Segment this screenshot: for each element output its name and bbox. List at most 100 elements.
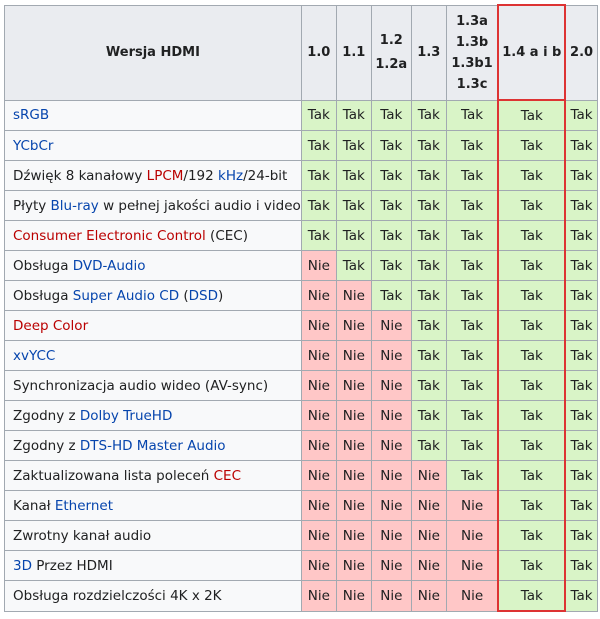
- value-cell-no: Nie: [370, 490, 412, 521]
- feature-link[interactable]: xvYCC: [13, 347, 56, 364]
- value-cell-yes: Tak: [564, 340, 598, 371]
- column-header-version: 1.2 1.2a: [370, 4, 412, 101]
- value-cell-yes: Tak: [497, 99, 567, 131]
- value-cell-yes: Tak: [445, 430, 499, 461]
- value-cell-yes: Tak: [335, 99, 372, 131]
- value-cell-yes: Tak: [564, 550, 598, 581]
- value-cell-yes: Tak: [300, 130, 337, 161]
- version-label: 2.0: [570, 44, 594, 60]
- feature-text: /192: [183, 167, 219, 184]
- value-cell-no: Nie: [300, 550, 337, 581]
- value-cell-yes: Tak: [445, 460, 499, 491]
- version-label: 1.3a: [456, 13, 488, 29]
- value-cell-yes: Tak: [497, 250, 567, 281]
- feature-text: Zwrotny kanał audio: [13, 527, 152, 544]
- table-row: Zaktualizowana lista poleceń CEC Nie Nie Ni…: [4, 460, 598, 491]
- table-row: sRGB Tak Tak Tak Tak Tak Tak Tak: [4, 99, 598, 131]
- feature-link[interactable]: Super Audio CD: [72, 287, 180, 304]
- table-row: Dźwięk 8 kanałowy LPCM/192 kHz/24-bit Tak…: [4, 160, 598, 191]
- value-cell-yes: Tak: [445, 250, 499, 281]
- value-cell-no: Nie: [300, 250, 337, 281]
- value-cell-yes: Tak: [497, 310, 567, 341]
- value-cell-no: Nie: [300, 490, 337, 521]
- column-header-version: 1.1: [335, 4, 372, 101]
- value-cell-yes: Tak: [497, 520, 567, 551]
- feature-link[interactable]: DTS-HD Master Audio: [79, 437, 226, 454]
- feature-cell: Obsługa Super Audio CD (DSD): [4, 280, 302, 311]
- feature-text: Synchronizacja audio wideo (AV-sync): [13, 377, 269, 394]
- value-cell-yes: Tak: [497, 400, 567, 431]
- table-row: Obsługa DVD-Audio Nie Tak Tak Tak Tak Tak Tak: [4, 250, 598, 281]
- value-cell-yes: Tak: [300, 99, 337, 131]
- value-cell-yes: Tak: [410, 250, 447, 281]
- feature-link[interactable]: Deep Color: [13, 317, 89, 334]
- feature-link[interactable]: Dolby TrueHD: [79, 407, 173, 424]
- feature-link[interactable]: Consumer Electronic Control: [13, 227, 206, 244]
- value-cell-yes: Tak: [497, 190, 567, 221]
- value-cell-no: Nie: [370, 400, 412, 431]
- feature-link[interactable]: kHz: [218, 167, 244, 184]
- value-cell-yes: Tak: [410, 400, 447, 431]
- version-label: 1.4 a i b: [502, 44, 562, 60]
- feature-link[interactable]: DVD-Audio: [72, 257, 146, 274]
- value-cell-yes: Tak: [445, 310, 499, 341]
- value-cell-yes: Tak: [445, 340, 499, 371]
- version-label: 1.3b: [455, 34, 489, 50]
- feature-cell: xvYCC: [4, 340, 302, 371]
- value-cell-yes: Tak: [410, 160, 447, 191]
- feature-link[interactable]: CEC: [213, 467, 241, 484]
- value-cell-no: Nie: [410, 490, 447, 521]
- table-row: Zgodny z DTS-HD Master Audio Nie Nie Nie Tak…: [4, 430, 598, 461]
- value-cell-no: Nie: [410, 460, 447, 491]
- value-cell-yes: Tak: [335, 160, 372, 191]
- value-cell-no: Nie: [370, 550, 412, 581]
- feature-cell: Obsługa DVD-Audio: [4, 250, 302, 281]
- feature-link[interactable]: sRGB: [13, 107, 50, 124]
- value-cell-yes: Tak: [445, 220, 499, 251]
- value-cell-no: Nie: [335, 340, 372, 371]
- feature-text: (CEC): [205, 227, 248, 244]
- header-row: Wersja HDMI 1.0 1.1 1.2 1.2a 1.3 1.3a 1.3b 1.3b…: [4, 4, 598, 101]
- feature-link[interactable]: LPCM: [146, 167, 184, 184]
- value-cell-yes: Tak: [564, 220, 598, 251]
- feature-link[interactable]: YCbCr: [13, 137, 54, 154]
- value-cell-yes: Tak: [370, 190, 412, 221]
- version-label: 1.1: [342, 44, 366, 60]
- feature-text: Obsługa rozdzielczości 4K x 2K: [13, 587, 222, 604]
- value-cell-yes: Tak: [445, 400, 499, 431]
- feature-link[interactable]: Ethernet: [54, 497, 114, 514]
- value-cell-no: Nie: [300, 310, 337, 341]
- feature-link[interactable]: 3D: [13, 557, 32, 574]
- feature-text: ): [218, 287, 224, 304]
- feature-link[interactable]: DSD: [188, 287, 219, 304]
- value-cell-yes: Tak: [335, 190, 372, 221]
- feature-text: /24-bit: [243, 167, 288, 184]
- value-cell-yes: Tak: [370, 99, 412, 131]
- value-cell-yes: Tak: [445, 190, 499, 221]
- value-cell-yes: Tak: [335, 250, 372, 281]
- table-row: Płyty Blu-ray w pełnej jakości audio i v…: [4, 190, 598, 221]
- value-cell-no: Nie: [370, 340, 412, 371]
- value-cell-yes: Tak: [564, 580, 598, 612]
- value-cell-yes: Tak: [564, 190, 598, 221]
- value-cell-yes: Tak: [410, 220, 447, 251]
- value-cell-yes: Tak: [497, 370, 567, 401]
- feature-link[interactable]: Blu-ray: [50, 197, 99, 214]
- feature-text: Zaktualizowana lista poleceń: [13, 467, 214, 484]
- value-cell-no: Nie: [335, 370, 372, 401]
- value-cell-yes: Tak: [300, 160, 337, 191]
- feature-text: Obsługa: [13, 257, 73, 274]
- value-cell-no: Nie: [300, 580, 337, 612]
- value-cell-no: Nie: [335, 460, 372, 491]
- table-row: Kanał Ethernet Nie Nie Nie Nie Nie Tak Tak: [4, 490, 598, 521]
- value-cell-no: Nie: [445, 490, 499, 521]
- feature-cell: Obsługa rozdzielczości 4K x 2K: [4, 580, 302, 612]
- table-row: Obsługa Super Audio CD (DSD) Nie Nie Tak Tak…: [4, 280, 598, 311]
- table-row: 3D Przez HDMI Nie Nie Nie Nie Nie Tak Tak: [4, 550, 598, 581]
- value-cell-yes: Tak: [335, 220, 372, 251]
- version-label: 1.2: [379, 32, 403, 48]
- value-cell-yes: Tak: [300, 190, 337, 221]
- table-row: Synchronizacja audio wideo (AV-sync) Nie N…: [4, 370, 598, 401]
- value-cell-no: Nie: [335, 430, 372, 461]
- value-cell-no: Nie: [445, 550, 499, 581]
